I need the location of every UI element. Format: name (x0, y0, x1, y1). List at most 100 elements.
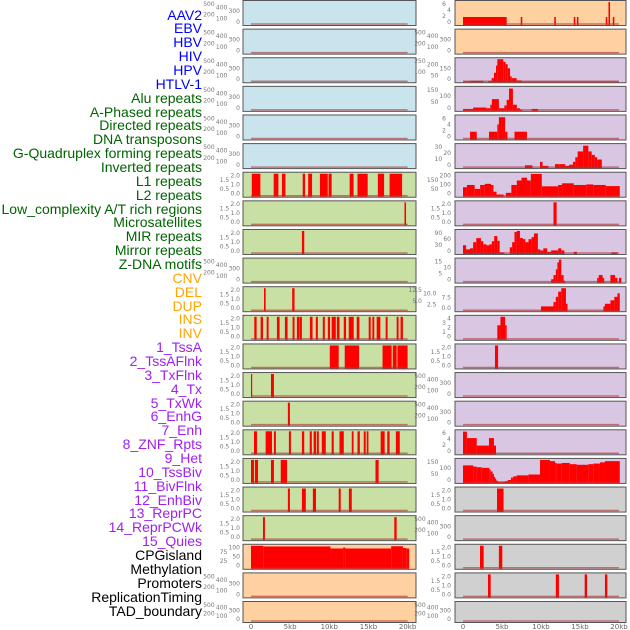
y-tick-label: 0 (447, 133, 451, 140)
signal-bar (528, 239, 532, 254)
track-label: Mirror repeats (114, 242, 202, 259)
track-label: Microsatellites (113, 214, 202, 231)
track-panel: 0.00.51.01.52.0 (220, 515, 417, 542)
signal-bar (586, 184, 594, 197)
signal-bar (489, 244, 492, 254)
signal-bar (402, 548, 407, 569)
track-label: 15_Quies (142, 533, 202, 550)
signal-bar (466, 249, 471, 254)
y-tick-label: 300 (440, 523, 452, 530)
y-tick-label: 15 (435, 258, 443, 265)
signal-bar (463, 245, 467, 254)
y-tick-label: 0 (236, 162, 240, 169)
y-tick-label: 0 (447, 248, 451, 255)
panel-background (454, 57, 627, 84)
y-tick-label: 500 (203, 602, 215, 609)
signal-bar (273, 431, 276, 455)
signal-bar (480, 545, 484, 569)
signal-bar (512, 104, 517, 111)
y-tick-label: 0.5 (431, 587, 441, 594)
signal-bar (270, 374, 274, 398)
y-tick-label: 500 (203, 144, 215, 151)
y-tick-label: 1.0 (230, 296, 240, 303)
y-tick-label: 1.0 (230, 496, 240, 503)
y-tick-label: 50 (431, 73, 439, 80)
signal-bar (308, 173, 313, 197)
signal-bar (470, 131, 477, 140)
track-label: Z-DNA motifs (118, 255, 202, 272)
signal-bar (551, 250, 559, 254)
track-panel: 0.00.51.01.52.0 (220, 486, 417, 513)
y-tick-label: 7.5 (441, 294, 451, 301)
signal-bar (321, 431, 326, 455)
track-label: INV (178, 325, 202, 342)
y-tick-label: 200 (427, 62, 439, 69)
y-tick-label: 1.5 (220, 292, 230, 299)
panel-background (454, 85, 627, 112)
y-tick-label: 1.5 (220, 349, 230, 356)
signal-bar (557, 262, 559, 283)
x-tick-label: 5kb (284, 623, 298, 630)
y-tick-label: 200 (203, 40, 215, 47)
y-tick-label: 0 (447, 477, 451, 484)
signal-bar (356, 316, 360, 340)
y-tick-label: 400 (216, 577, 228, 584)
signal-bar (329, 345, 339, 369)
signal-bar (575, 157, 578, 169)
y-tick-label: 300 (229, 123, 241, 130)
y-tick-label: 500 (203, 87, 215, 94)
signal-bar (466, 184, 475, 197)
track-label: Methylation (130, 560, 202, 577)
signal-bar (483, 244, 487, 254)
y-tick-label: 0.0 (441, 505, 451, 512)
y-tick-label: 0 (447, 391, 451, 398)
signal-bar (505, 64, 508, 83)
y-tick-label: 1.0 (441, 582, 451, 589)
signal-bar (301, 230, 305, 254)
track-label: 8_ZNF_Rpts (122, 436, 202, 453)
signal-bar (474, 188, 481, 197)
y-tick-label: 2.5 (427, 302, 437, 309)
signal-bar (559, 164, 566, 169)
signal-bar (395, 431, 400, 455)
y-tick-label: 150 (427, 177, 439, 184)
signal-bar (273, 173, 279, 197)
y-tick-label: 4 (447, 316, 451, 323)
signal-bar (594, 157, 598, 169)
track-label: A-Phased repeats (89, 103, 202, 120)
y-tick-label: 400 (427, 377, 439, 384)
y-tick-label: 400 (216, 90, 228, 97)
y-tick-label: 90 (435, 230, 443, 237)
signal-bar (555, 269, 558, 283)
signal-bar (377, 173, 385, 197)
y-tick-label: 0.0 (230, 391, 240, 398)
signal-bar (348, 316, 354, 340)
track-label: Inverted repeats (100, 158, 202, 175)
track-label: 14_ReprPCWk (108, 519, 202, 536)
signal-bar (368, 316, 371, 340)
y-tick-label: 1.5 (431, 549, 441, 556)
signal-bar (476, 467, 482, 483)
signal-bar (617, 293, 620, 312)
panel-background (242, 0, 417, 26)
y-tick-label: 4 (447, 436, 451, 443)
signal-bar (473, 242, 477, 254)
signal-bar (583, 145, 589, 169)
panel-background (242, 200, 417, 227)
track-label: 3_TxFlnk (144, 366, 202, 383)
signal-bar (281, 173, 286, 197)
y-tick-label: 2.0 (441, 545, 451, 552)
y-tick-label: 300 (229, 581, 241, 588)
panel-background (242, 515, 417, 542)
y-tick-label: 12.5 (409, 287, 423, 294)
y-tick-label: 0 (447, 334, 451, 341)
signal-bar (511, 78, 517, 83)
signal-bar (516, 230, 520, 254)
